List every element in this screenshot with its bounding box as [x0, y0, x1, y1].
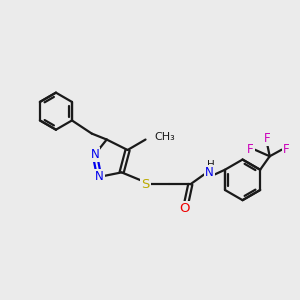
Text: F: F	[247, 143, 253, 156]
Text: N: N	[90, 148, 99, 161]
Text: CH₃: CH₃	[154, 132, 175, 142]
Text: O: O	[179, 202, 190, 215]
Text: N: N	[205, 166, 214, 179]
Text: H: H	[207, 160, 215, 170]
Text: F: F	[263, 132, 270, 145]
Text: S: S	[141, 178, 150, 191]
Text: N: N	[95, 170, 103, 183]
Text: F: F	[283, 143, 290, 156]
